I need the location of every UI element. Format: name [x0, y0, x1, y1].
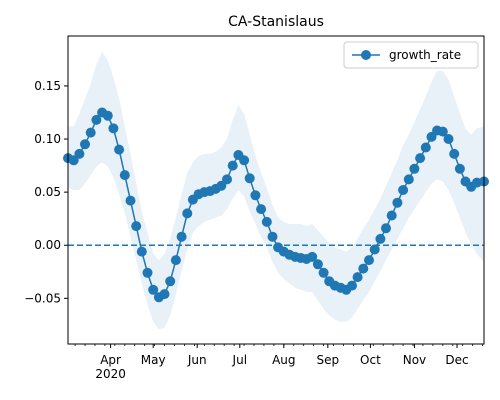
data-point — [102, 110, 113, 121]
data-point — [176, 231, 187, 242]
x-tick-month: Dec — [445, 353, 468, 367]
data-point — [165, 276, 176, 287]
x-tick-month: Jun — [187, 353, 207, 367]
y-tick-label: 0.05 — [34, 185, 61, 199]
data-point — [437, 126, 448, 137]
x-tick-month: Nov — [403, 353, 426, 367]
plot-frame — [67, 35, 485, 345]
x-axis: Apr 2020 May Jun Jul Aug Sep Oct Nov Dec — [74, 344, 483, 381]
data-point — [256, 204, 267, 215]
data-point — [392, 197, 403, 208]
data-point — [119, 170, 130, 181]
x-tick-label: Jul — [232, 353, 247, 367]
chart-title: CA-Stanislaus — [228, 14, 324, 30]
data-point — [267, 231, 278, 242]
x-tick-label: Oct — [360, 353, 381, 367]
data-point — [142, 267, 153, 278]
data-point — [74, 148, 85, 159]
y-axis: 0.15 0.10 0.05 0.00 −0.05 — [24, 79, 68, 305]
data-point — [125, 195, 136, 206]
data-point — [454, 163, 465, 174]
data-point — [148, 284, 159, 295]
series-points — [63, 107, 489, 303]
data-point — [244, 173, 255, 184]
data-point — [409, 163, 420, 174]
x-tick-month: Oct — [360, 353, 381, 367]
x-tick-label: Jun — [187, 353, 207, 367]
data-point — [80, 139, 90, 150]
data-point — [420, 142, 431, 153]
confidence-band-area — [68, 51, 484, 330]
data-point — [131, 221, 142, 232]
data-point — [222, 174, 232, 185]
data-point — [182, 208, 193, 219]
data-point — [239, 155, 250, 166]
x-tick-month: Aug — [272, 353, 295, 367]
legend-marker — [361, 50, 371, 60]
data-point — [352, 272, 363, 283]
x-tick-month: May — [141, 353, 166, 367]
data-point — [347, 280, 357, 291]
data-point — [261, 216, 272, 227]
x-tick-label: May — [141, 353, 166, 367]
x-tick-year: 2020 — [95, 367, 126, 381]
y-tick-label: −0.05 — [24, 291, 61, 305]
x-tick-label: Aug — [272, 353, 295, 367]
y-tick-label: 0.10 — [34, 132, 61, 146]
data-point — [114, 144, 125, 155]
data-point — [358, 263, 369, 274]
data-point — [364, 255, 374, 266]
data-point — [403, 174, 414, 185]
data-point — [170, 255, 181, 266]
x-tick-label: Apr 2020 — [95, 353, 126, 381]
data-point — [398, 185, 409, 195]
y-tick-label: 0.15 — [34, 79, 61, 93]
x-tick-month: Sep — [317, 353, 340, 367]
confidence-band — [68, 51, 484, 330]
legend-box — [343, 41, 479, 69]
data-point — [85, 127, 96, 138]
x-tick-month: Apr — [100, 353, 121, 367]
data-point — [381, 223, 391, 234]
data-point — [307, 251, 318, 262]
x-tick-month: Jul — [232, 353, 247, 367]
data-point — [318, 267, 329, 278]
data-point — [443, 134, 454, 144]
data-point — [136, 246, 147, 257]
data-point — [386, 210, 397, 221]
data-point — [91, 114, 102, 125]
data-point — [68, 155, 79, 166]
y-tick-label: 0.00 — [34, 238, 61, 252]
legend: growth_rate — [343, 41, 479, 69]
data-point — [415, 153, 426, 164]
x-tick-label: Nov — [403, 353, 426, 367]
data-point — [227, 160, 238, 171]
data-point — [449, 148, 460, 159]
data-point — [216, 180, 227, 191]
x-tick-label: Sep — [317, 353, 340, 367]
data-point — [369, 244, 380, 255]
data-point — [250, 190, 261, 201]
data-point — [159, 289, 170, 300]
legend-label: growth_rate — [389, 48, 461, 62]
x-tick-label: Dec — [445, 353, 468, 367]
data-point — [312, 259, 323, 270]
data-point — [375, 233, 386, 244]
data-point — [108, 123, 119, 134]
